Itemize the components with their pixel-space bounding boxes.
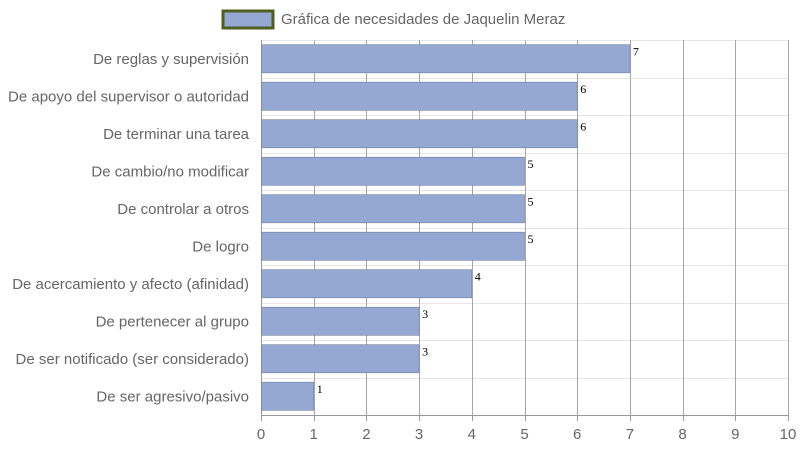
- data-label: 3: [422, 345, 428, 359]
- bar[interactable]: [261, 44, 631, 74]
- bar[interactable]: [261, 231, 525, 261]
- x-tick-label: 0: [257, 426, 265, 443]
- legend[interactable]: Gráfica de necesidades de Jaquelin Meraz: [221, 9, 565, 30]
- data-label: 5: [528, 157, 534, 171]
- legend-swatch: [221, 9, 275, 30]
- data-labels: 7 6 6 5 5 5 4 3 3 1: [317, 45, 639, 397]
- category-labels: De reglas y supervisión De apoyo del supe…: [8, 51, 250, 406]
- x-tick-label: 4: [468, 426, 476, 443]
- bar[interactable]: [261, 381, 315, 411]
- x-tick-label: 3: [415, 426, 423, 443]
- bar[interactable]: [261, 306, 420, 336]
- category-label: De terminar una tarea: [103, 126, 250, 143]
- x-tick-label: 6: [573, 426, 581, 443]
- data-label: 6: [580, 82, 586, 96]
- x-tick-label: 5: [520, 426, 528, 443]
- x-tick-label: 2: [362, 426, 370, 443]
- bar[interactable]: [261, 156, 525, 186]
- category-label: De reglas y supervisión: [93, 51, 249, 68]
- x-tick-label: 9: [731, 426, 739, 443]
- data-label: 1: [317, 382, 323, 396]
- x-tick-label: 10: [780, 426, 797, 443]
- data-label: 3: [422, 307, 428, 321]
- category-label: De acercamiento y afecto (afinidad): [12, 276, 249, 293]
- x-axis-tick-labels: 0 1 2 3 4 5 6 7 8 9 10: [257, 426, 797, 443]
- bar[interactable]: [261, 344, 420, 374]
- category-label: De logro: [192, 238, 249, 255]
- category-label: De ser agresivo/pasivo: [96, 388, 249, 405]
- data-label: 5: [528, 195, 534, 209]
- bar[interactable]: [261, 81, 578, 111]
- data-label: 5: [528, 232, 534, 246]
- bar[interactable]: [261, 194, 525, 224]
- data-label: 4: [475, 270, 481, 284]
- category-label: De apoyo del supervisor o autoridad: [8, 88, 249, 105]
- data-label: 6: [580, 120, 586, 134]
- bars: [261, 44, 631, 411]
- category-label: De pertenecer al grupo: [96, 313, 249, 330]
- category-label: De ser notificado (ser considerado): [16, 351, 249, 368]
- category-label: De cambio/no modificar: [91, 163, 249, 180]
- x-tick-label: 8: [678, 426, 686, 443]
- x-tick-label: 7: [626, 426, 634, 443]
- bar[interactable]: [261, 269, 473, 299]
- data-label: 7: [633, 45, 639, 59]
- category-label: De controlar a otros: [117, 201, 249, 218]
- legend-label: Gráfica de necesidades de Jaquelin Meraz: [281, 11, 565, 28]
- bar[interactable]: [261, 119, 578, 149]
- x-tick-label: 1: [310, 426, 318, 443]
